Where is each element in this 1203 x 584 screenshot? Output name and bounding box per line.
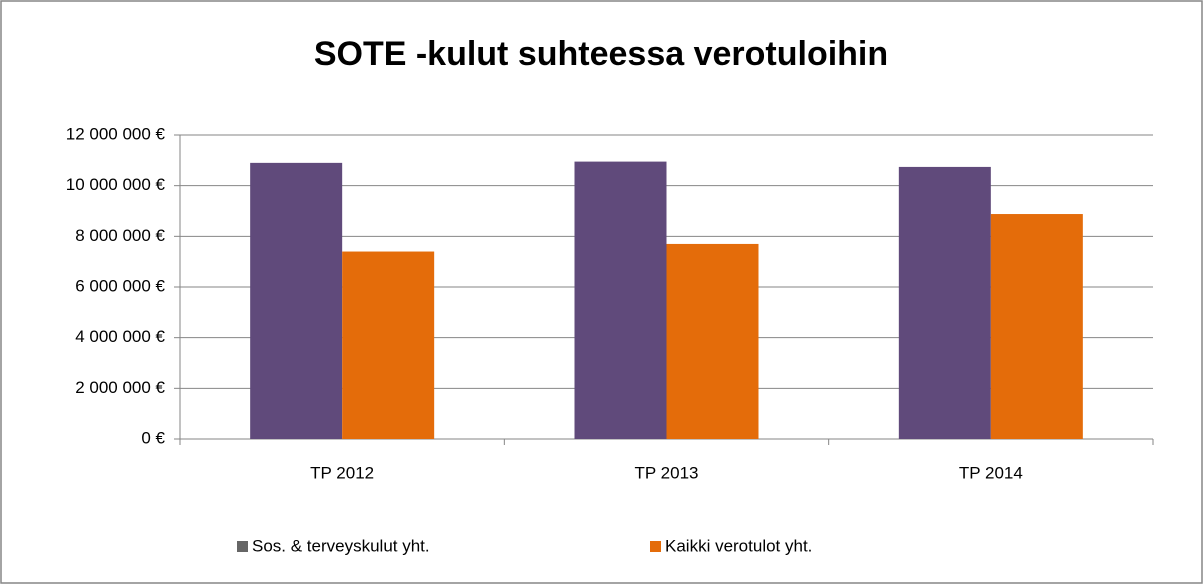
legend-swatch: [237, 541, 248, 552]
x-tick-label: TP 2012: [310, 463, 374, 482]
y-tick-label: 0 €: [141, 428, 165, 447]
bar: [250, 162, 343, 439]
legend-label: Sos. & terveyskulut yht.: [252, 536, 430, 555]
y-tick-label: 4 000 000 €: [75, 327, 165, 346]
chart-title: SOTE -kulut suhteessa verotuloihin: [314, 35, 888, 73]
legend-label: Kaikki verotulot yht.: [665, 536, 812, 555]
y-tick-label: 6 000 000 €: [75, 276, 165, 295]
y-tick-label: 12 000 000 €: [66, 124, 166, 143]
y-tick-label: 10 000 000 €: [66, 175, 166, 194]
bar: [574, 161, 667, 439]
y-tick-label: 2 000 000 €: [75, 378, 165, 397]
legend-swatch: [650, 541, 661, 552]
x-tick-label: TP 2013: [635, 463, 699, 482]
bar: [666, 243, 759, 439]
bar: [342, 251, 435, 439]
bar: [898, 166, 991, 440]
x-tick-label: TP 2014: [959, 463, 1023, 482]
y-tick-label: 8 000 000 €: [75, 226, 165, 245]
bar: [990, 214, 1083, 439]
